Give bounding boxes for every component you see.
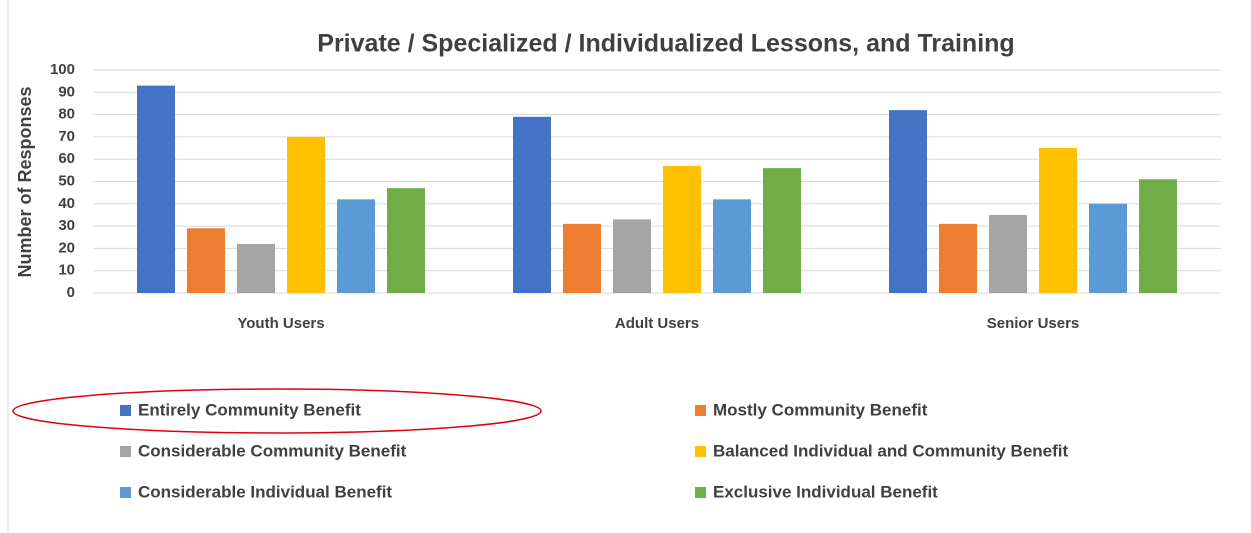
y-tick-label: 80: [58, 106, 75, 123]
bar: [989, 214, 1027, 293]
y-tick-label: 10: [58, 262, 75, 279]
bar: [563, 223, 601, 293]
legend-label: Mostly Community Benefit: [713, 400, 928, 419]
bar: [337, 199, 375, 293]
bar: [513, 116, 551, 293]
y-axis-label: Number of Responses: [15, 86, 35, 277]
legend-swatch: [120, 446, 131, 457]
bar: [287, 136, 325, 293]
legend-label: Considerable Community Benefit: [138, 441, 407, 460]
legend-label: Considerable Individual Benefit: [138, 482, 392, 501]
y-tick-label: 20: [58, 239, 75, 256]
y-tick-label: 90: [58, 83, 75, 100]
bar: [1039, 148, 1077, 293]
y-tick-label: 70: [58, 128, 75, 145]
legend-swatch: [120, 487, 131, 498]
bar: [387, 188, 425, 293]
bar: [137, 85, 175, 293]
bar: [939, 223, 977, 293]
legend-label: Exclusive Individual Benefit: [713, 482, 938, 501]
y-tick-label: 50: [58, 172, 75, 189]
y-tick-label: 40: [58, 195, 75, 212]
legend-swatch: [120, 405, 131, 416]
bar: [613, 219, 651, 293]
bar: [1139, 179, 1177, 293]
x-tick-label: Adult Users: [615, 315, 699, 332]
legend-swatch: [695, 405, 706, 416]
bar: [713, 199, 751, 293]
bar: [763, 168, 801, 293]
y-tick-label: 60: [58, 150, 75, 167]
highlight-ellipse: [12, 388, 542, 434]
y-tick-label: 100: [50, 61, 75, 78]
bar: [187, 228, 225, 293]
chart-title: Private / Specialized / Individualized L…: [317, 30, 1014, 58]
legend-swatch: [695, 446, 706, 457]
bar: [237, 243, 275, 293]
x-tick-label: Senior Users: [987, 315, 1080, 332]
bar: [889, 110, 927, 293]
legend-swatch: [695, 487, 706, 498]
y-tick-label: 30: [58, 217, 75, 234]
bar: [1089, 203, 1127, 293]
bar: [663, 165, 701, 293]
legend-label: Entirely Community Benefit: [138, 400, 361, 419]
x-tick-label: Youth Users: [237, 315, 324, 332]
legend-label: Balanced Individual and Community Benefi…: [713, 441, 1068, 460]
y-tick-label: 0: [67, 284, 75, 301]
